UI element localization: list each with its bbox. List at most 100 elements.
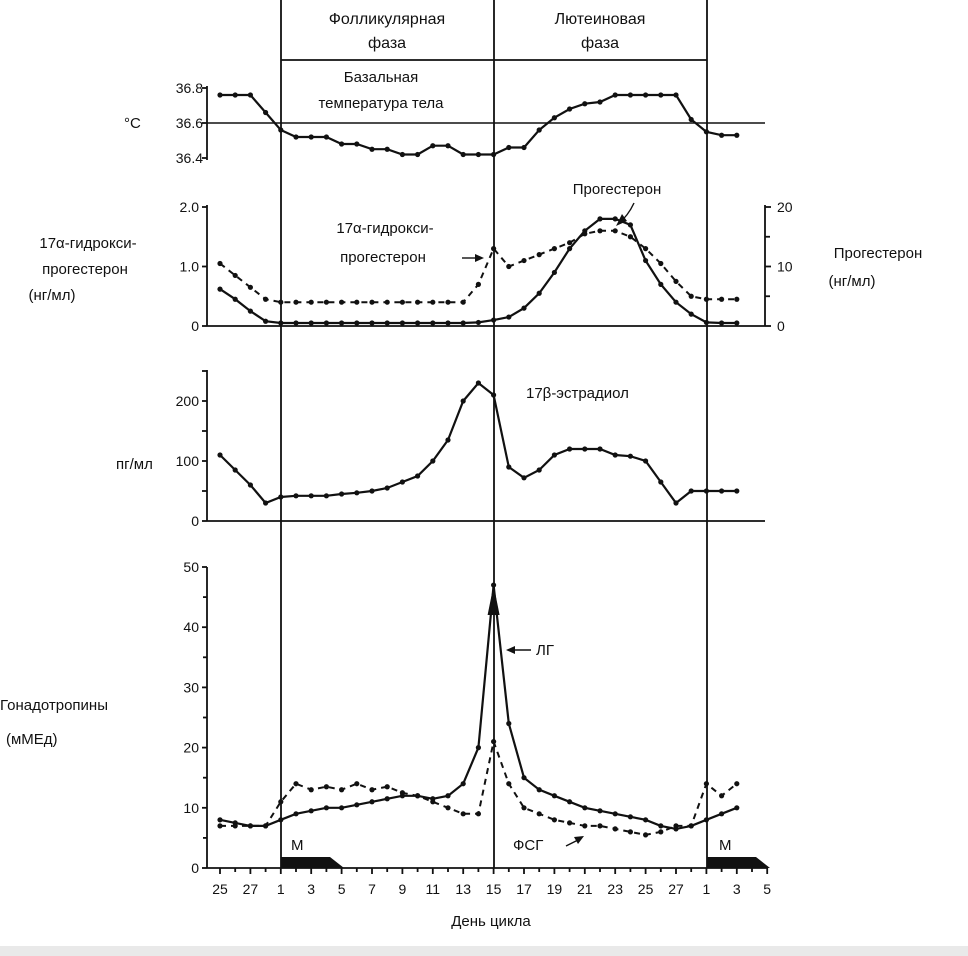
- prog-series-0-point: [491, 317, 497, 323]
- temp-ylabel: °C: [124, 115, 141, 132]
- e2-series-0-point: [445, 437, 451, 443]
- temp-series-0-point: [369, 146, 375, 152]
- gn-series-1-point: [308, 787, 314, 793]
- bottom-band: [0, 946, 968, 956]
- prog-series-1-point: [339, 299, 345, 305]
- estradiol-annotation: 17β-эстрадиол: [526, 385, 629, 402]
- prog-series-1-point: [506, 263, 512, 270]
- temp-ytick-label: 36.6: [176, 115, 203, 131]
- gn-series-0-point: [445, 793, 451, 799]
- prog-series-0-point: [278, 320, 284, 326]
- panel-estradiol: 0 100 200 пг/мл 17β-эстрадиол: [116, 370, 765, 529]
- temp-series-0-point: [521, 144, 527, 151]
- e2-series-0-point: [339, 491, 345, 497]
- e2-series-0-point: [612, 452, 618, 458]
- prog-series-0-point: [323, 320, 329, 326]
- x-tick-label: 19: [547, 881, 563, 897]
- x-tick-label: 27: [243, 881, 259, 897]
- temp-series-0-point: [567, 106, 573, 112]
- gn-series-0-point: [354, 802, 360, 808]
- e2-series-0-point: [415, 473, 421, 479]
- gn-series-0-point: [521, 775, 527, 781]
- gn-series-1-point: [217, 823, 223, 829]
- temp-series-0-point: [551, 115, 558, 121]
- prog-series-1-point: [734, 296, 740, 302]
- gn-ytick-label: 0: [191, 860, 199, 876]
- x-tick-label: 1: [277, 881, 285, 897]
- fsh-pointer: [565, 839, 579, 847]
- temp-series-0-point: [293, 134, 299, 140]
- temp-series-0-point: [217, 92, 223, 98]
- prog-series-0-line: [219, 217, 737, 325]
- temp-series-0-point: [460, 151, 466, 158]
- gn-series-0-point: [506, 720, 512, 727]
- gn-series-1-point: [491, 738, 497, 745]
- x-tick-label: 3: [307, 881, 315, 897]
- gn-series-0-point: [582, 805, 588, 811]
- prog-series-1-point: [551, 246, 558, 252]
- prog-series-1-point: [597, 228, 603, 234]
- prog-series-1-point: [415, 299, 421, 305]
- e2-series-0-point: [719, 488, 725, 494]
- lh-peak-mark: [487, 585, 500, 616]
- x-tick-label: 5: [763, 881, 771, 897]
- gn-series-1-point: [551, 817, 558, 823]
- gn-series-1-point: [627, 829, 634, 835]
- prog-series-0-point: [536, 290, 542, 296]
- prog-series-1-point: [430, 299, 436, 305]
- prog-series-1-point: [536, 252, 542, 258]
- e2-series-0-point: [521, 475, 527, 481]
- prog-series-1-point: [308, 299, 314, 305]
- temp-series-0-point: [475, 151, 481, 158]
- e2-series: [217, 380, 740, 506]
- prog-right-ytick-label: 0: [777, 318, 785, 334]
- ohp-annotation-2: прогестерон: [340, 249, 426, 266]
- prog-series-0-point: [369, 320, 375, 326]
- gn-series-1-point: [399, 790, 405, 796]
- temp-series-0-point: [263, 109, 269, 116]
- gn-series-1-point: [703, 781, 710, 787]
- prog-series-1-point: [232, 272, 238, 279]
- prog-series-0-point: [734, 320, 740, 326]
- x-tick-label: 25: [212, 881, 228, 897]
- x-tick-label: 13: [455, 881, 471, 897]
- e2-series-0-point: [369, 488, 375, 494]
- temp-series-0-point: [627, 92, 634, 98]
- gn-series-1-point: [536, 811, 542, 817]
- e2-series-0-point: [551, 452, 558, 458]
- temp-title-2: температура тела: [318, 95, 444, 112]
- gn-series-0-point: [308, 808, 314, 814]
- menses-bar-2: [707, 857, 770, 868]
- prog-series-1-point: [643, 246, 649, 252]
- temp-series-0-point: [323, 134, 329, 140]
- e2-series-0-point: [247, 482, 253, 488]
- follicular-phase-label-1: Фолликулярная: [329, 11, 445, 28]
- luteal-phase-label-2: фаза: [581, 35, 619, 52]
- panel-temperature: 36.836.636.4 Базальная температура тела …: [124, 69, 765, 166]
- fsh-annotation: ФСГ: [513, 837, 543, 854]
- gn-ytick-label: 20: [183, 740, 199, 756]
- x-axis-ticks: 25 27 1 3 5 7 9 11 13 15 17 19 21 23 25 27 1 3 5: [212, 868, 771, 897]
- prog-series-0-point: [415, 320, 421, 326]
- gn-series-0-point: [369, 799, 375, 805]
- x-tick-label: 1: [703, 881, 711, 897]
- temp-series-0-point: [597, 99, 603, 105]
- gn-series-1-point: [673, 823, 679, 829]
- x-tick-label: 17: [516, 881, 532, 897]
- prog-series-1-point: [521, 257, 527, 264]
- gn-series-0-point: [475, 745, 481, 751]
- prog-series-1-point: [475, 281, 481, 287]
- prog-series-1-point: [460, 299, 466, 305]
- gn-series: [217, 582, 740, 838]
- temp-series-0-point: [719, 132, 725, 138]
- gn-series-0-point: [627, 814, 634, 820]
- e2-series-0-point: [263, 500, 269, 506]
- gn-series-0-point: [293, 811, 299, 817]
- gn-series-1-point: [278, 799, 284, 805]
- gn-series-1-point: [293, 781, 299, 787]
- e2-series-0-point: [582, 446, 588, 452]
- temp-title-1: Базальная: [344, 69, 419, 86]
- x-tick-label: 3: [733, 881, 741, 897]
- prog-series-0-point: [703, 319, 710, 326]
- e2-series-0-point: [627, 453, 634, 459]
